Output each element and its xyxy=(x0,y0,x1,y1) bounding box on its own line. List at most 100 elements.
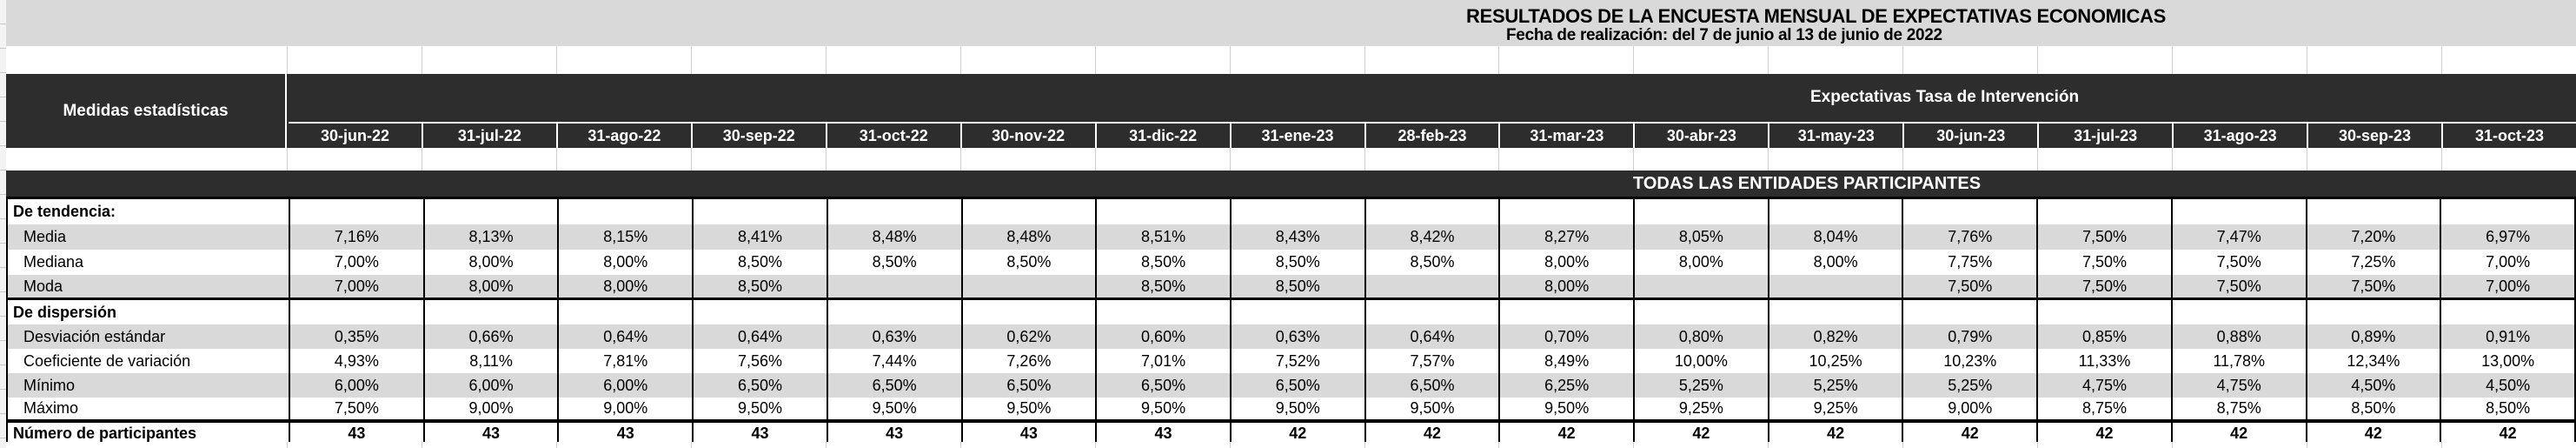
table-cell[interactable]: 8,50% xyxy=(2440,398,2574,419)
table-cell[interactable]: 6,97% xyxy=(2440,224,2574,250)
table-cell[interactable] xyxy=(1364,300,1499,324)
table-cell[interactable]: 9,50% xyxy=(960,398,1096,419)
table-cell[interactable]: 11,33% xyxy=(2036,349,2171,373)
table-cell[interactable] xyxy=(1095,199,1230,224)
table-cell[interactable]: 42 xyxy=(1498,423,1633,445)
table-cell[interactable]: 9,00% xyxy=(557,398,692,419)
table-cell[interactable]: 0,70% xyxy=(1498,324,1633,349)
table-cell[interactable] xyxy=(289,199,423,224)
table-cell[interactable]: 0,64% xyxy=(692,324,827,349)
table-cell[interactable]: 43 xyxy=(289,423,423,445)
table-cell[interactable]: 0,66% xyxy=(422,324,558,349)
table-cell[interactable]: 8,04% xyxy=(1767,224,1902,250)
table-cell[interactable]: 9,50% xyxy=(826,398,961,419)
table-cell[interactable]: 6,50% xyxy=(1229,373,1364,398)
table-cell[interactable]: 7,50% xyxy=(2170,275,2306,298)
table-cell[interactable] xyxy=(1633,275,1768,298)
table-cell[interactable]: 0,79% xyxy=(1902,324,2036,349)
row-label[interactable]: Número de participantes xyxy=(13,425,197,442)
table-cell[interactable]: 0,91% xyxy=(2440,324,2574,349)
table-cell[interactable]: 7,44% xyxy=(826,349,961,373)
table-cell[interactable]: 9,50% xyxy=(1498,398,1633,419)
table-cell[interactable]: 5,25% xyxy=(1902,373,2036,398)
table-cell[interactable]: 8,50% xyxy=(1364,250,1499,275)
table-cell[interactable]: 0,82% xyxy=(1767,324,1902,349)
table-cell[interactable]: 42 xyxy=(1364,423,1499,445)
table-cell[interactable]: 8,43% xyxy=(1229,224,1364,250)
row-label[interactable]: Coeficiente de variación xyxy=(23,351,191,370)
table-cell[interactable]: 0,64% xyxy=(1364,324,1499,349)
table-cell[interactable]: 9,50% xyxy=(1229,398,1364,419)
table-cell[interactable]: 42 xyxy=(2440,423,2574,445)
table-cell[interactable] xyxy=(1229,300,1364,324)
table-cell[interactable]: 8,75% xyxy=(2170,398,2306,419)
column-header[interactable]: 31-ago-22 xyxy=(555,124,691,148)
table-cell[interactable]: 8,00% xyxy=(422,250,558,275)
table-cell[interactable]: 8,48% xyxy=(960,224,1096,250)
column-header[interactable]: 31-jul-23 xyxy=(2037,124,2172,148)
table-cell[interactable]: 5,25% xyxy=(1767,373,1902,398)
column-header[interactable]: 28-feb-23 xyxy=(1364,124,1499,148)
table-cell[interactable]: 42 xyxy=(1902,423,2036,445)
table-cell[interactable] xyxy=(1767,275,1902,298)
table-cell[interactable]: 6,00% xyxy=(557,373,692,398)
table-cell[interactable] xyxy=(557,300,692,324)
table-cell[interactable]: 13,00% xyxy=(2440,349,2574,373)
table-cell[interactable] xyxy=(289,300,423,324)
table-cell[interactable]: 0,89% xyxy=(2305,324,2440,349)
column-header[interactable]: 30-nov-22 xyxy=(959,124,1095,148)
table-cell[interactable]: 0,60% xyxy=(1095,324,1230,349)
table-cell[interactable] xyxy=(960,275,1096,298)
table-cell[interactable] xyxy=(2305,300,2440,324)
table-cell[interactable]: 8,00% xyxy=(422,275,558,298)
table-cell[interactable]: 8,41% xyxy=(692,224,827,250)
table-cell[interactable] xyxy=(1767,300,1902,324)
table-cell[interactable]: 7,57% xyxy=(1364,349,1499,373)
row-label[interactable]: Mínimo xyxy=(23,376,76,394)
table-cell[interactable]: 0,64% xyxy=(557,324,692,349)
table-cell[interactable]: 6,50% xyxy=(960,373,1096,398)
table-cell[interactable] xyxy=(826,300,961,324)
table-cell[interactable]: 7,50% xyxy=(289,398,423,419)
table-cell[interactable]: 10,00% xyxy=(1633,349,1768,373)
table-cell[interactable] xyxy=(2036,199,2171,224)
table-cell[interactable]: 8,15% xyxy=(557,224,692,250)
table-cell[interactable]: 0,62% xyxy=(960,324,1096,349)
table-cell[interactable]: 6,25% xyxy=(1498,373,1633,398)
table-cell[interactable] xyxy=(1767,199,1902,224)
table-cell[interactable]: 11,78% xyxy=(2170,349,2306,373)
table-cell[interactable]: 7,00% xyxy=(289,250,423,275)
column-header[interactable]: 31-ago-23 xyxy=(2172,124,2307,148)
table-cell[interactable]: 9,00% xyxy=(422,398,558,419)
table-cell[interactable]: 0,88% xyxy=(2170,324,2306,349)
table-cell[interactable]: 4,75% xyxy=(2170,373,2306,398)
table-cell[interactable]: 12,34% xyxy=(2305,349,2440,373)
table-cell[interactable] xyxy=(2036,300,2171,324)
table-cell[interactable] xyxy=(1902,199,2036,224)
table-cell[interactable]: 8,75% xyxy=(2036,398,2171,419)
table-cell[interactable] xyxy=(557,199,692,224)
table-cell[interactable]: 0,85% xyxy=(2036,324,2171,349)
table-cell[interactable]: 42 xyxy=(2036,423,2171,445)
table-cell[interactable]: 7,50% xyxy=(2036,275,2171,298)
column-header[interactable]: 30-sep-23 xyxy=(2307,124,2441,148)
row-label[interactable]: Máximo xyxy=(23,399,79,417)
column-header[interactable]: 31-jul-22 xyxy=(421,124,556,148)
table-cell[interactable] xyxy=(692,199,827,224)
table-cell[interactable] xyxy=(1229,199,1364,224)
row-label[interactable]: Moda xyxy=(23,277,63,295)
table-cell[interactable]: 42 xyxy=(1633,423,1768,445)
table-cell[interactable]: 8,48% xyxy=(826,224,961,250)
table-cell[interactable] xyxy=(960,300,1096,324)
column-header[interactable]: 31-ene-23 xyxy=(1229,124,1364,148)
corner-header-cell[interactable]: Medidas estadísticas xyxy=(6,74,287,148)
table-cell[interactable]: 43 xyxy=(960,423,1096,445)
row-label[interactable]: Mediana xyxy=(23,253,84,271)
table-cell[interactable]: 42 xyxy=(1767,423,1902,445)
row-label[interactable]: Desviación estándar xyxy=(23,327,166,345)
table-cell[interactable]: 7,76% xyxy=(1902,224,2036,250)
table-cell[interactable]: 8,50% xyxy=(2305,398,2440,419)
row-label[interactable]: De dispersión xyxy=(13,303,117,321)
table-cell[interactable]: 8,50% xyxy=(826,250,961,275)
table-cell[interactable]: 6,00% xyxy=(289,373,423,398)
